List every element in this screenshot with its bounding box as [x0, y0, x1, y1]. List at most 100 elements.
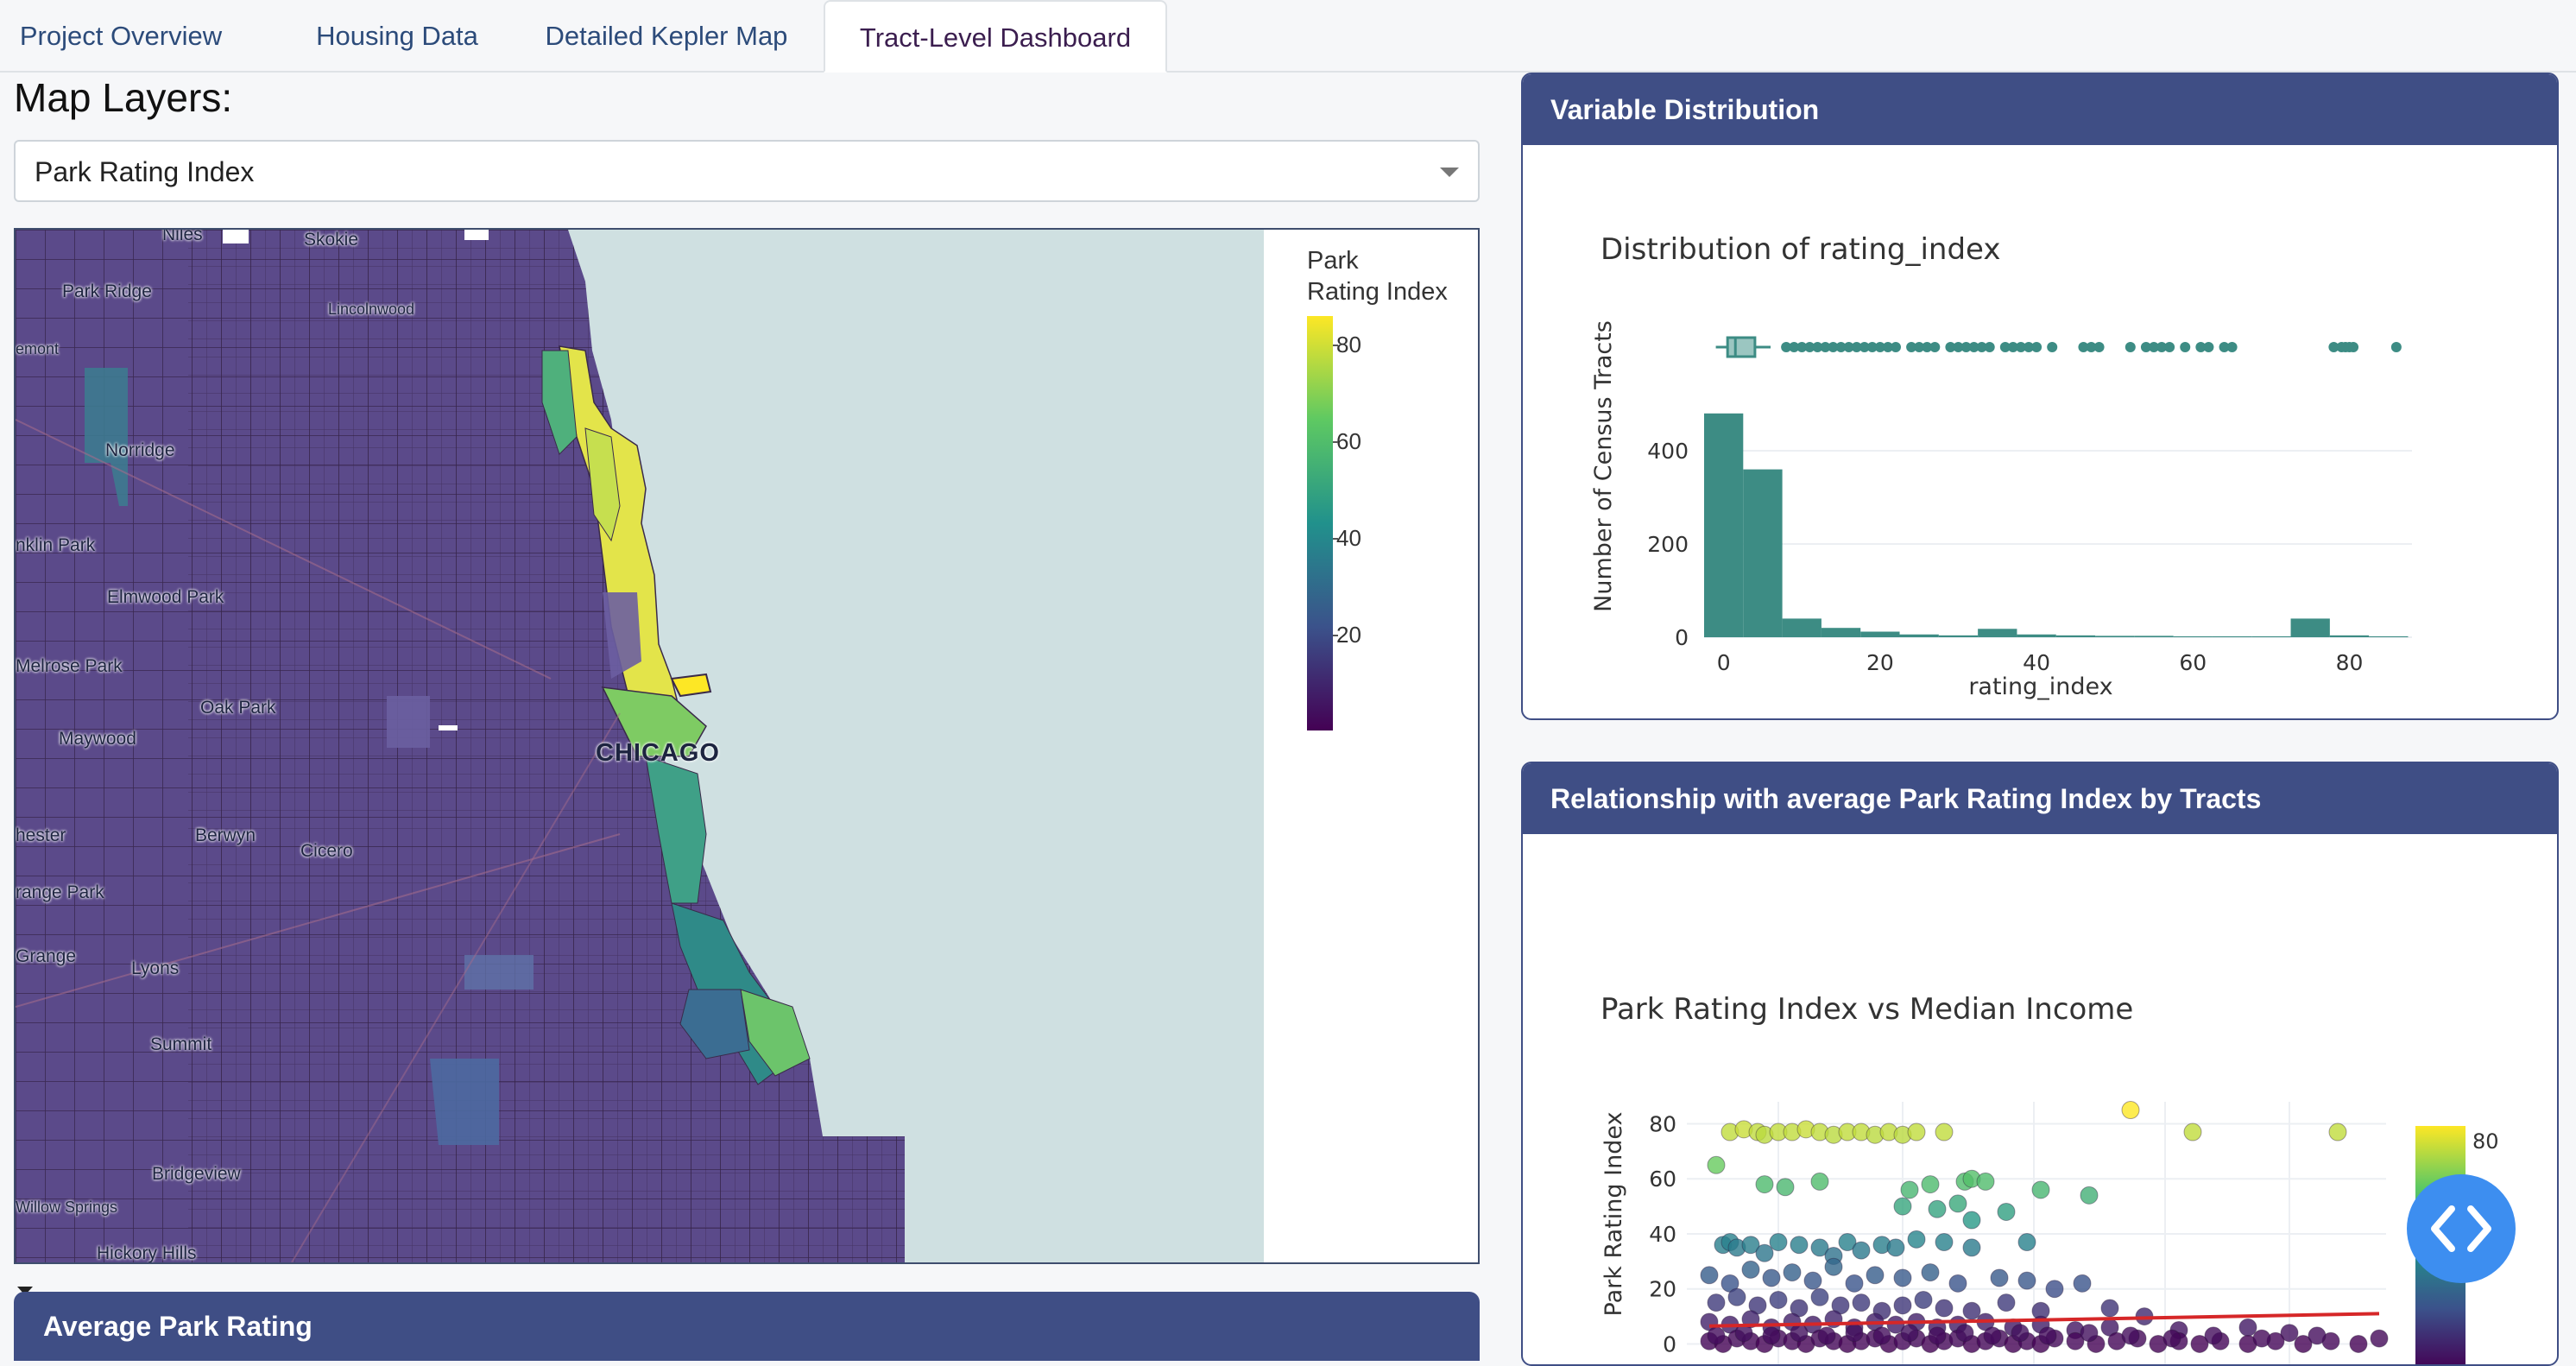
scatter-point[interactable] — [2031, 1180, 2050, 1199]
scatter-point[interactable] — [1928, 1326, 1947, 1345]
collapse-caret-icon[interactable] — [17, 1287, 33, 1295]
scatter-point[interactable] — [1783, 1263, 1802, 1282]
map-canvas[interactable] — [16, 230, 1264, 1262]
scatter-point[interactable] — [2100, 1299, 2119, 1318]
box-outlier-point[interactable] — [2007, 342, 2018, 352]
box-outlier-point[interactable] — [1968, 342, 1979, 352]
scatter-point[interactable] — [1921, 1263, 1940, 1282]
scatter-point[interactable] — [1900, 1180, 1919, 1199]
distribution-bar[interactable] — [2369, 636, 2409, 637]
scatter-point[interactable] — [2280, 1324, 2299, 1343]
distribution-bar[interactable] — [2055, 635, 2096, 637]
distribution-bar[interactable] — [1860, 631, 1900, 637]
scatter-point[interactable] — [1997, 1202, 2016, 1221]
box-outlier-point[interactable] — [2078, 342, 2089, 352]
scatter-point[interactable] — [1727, 1287, 1746, 1306]
scatter-chart[interactable]: Park Rating Index vs Median Income Park … — [1523, 834, 2557, 1366]
scatter-point[interactable] — [2349, 1334, 2368, 1353]
scatter-point[interactable] — [1845, 1324, 1864, 1343]
box-outlier-point[interactable] — [2086, 342, 2097, 352]
scatter-point[interactable] — [2204, 1326, 2223, 1345]
scatter-point[interactable] — [2080, 1324, 2099, 1343]
distribution-bar[interactable] — [2173, 636, 2213, 637]
box-iqr[interactable] — [1726, 336, 1757, 358]
scatter-point[interactable] — [1962, 1211, 1981, 1230]
scatter-point[interactable] — [2162, 1329, 2181, 1348]
box-outlier-point[interactable] — [2156, 342, 2168, 352]
box-outlier-point[interactable] — [1804, 342, 1815, 352]
scatter-point[interactable] — [1790, 1236, 1809, 1255]
tab-tract-level-dashboard[interactable]: Tract-Level Dashboard — [824, 0, 1167, 73]
scatter-point[interactable] — [1921, 1175, 1940, 1194]
scatter-point[interactable] — [1852, 1241, 1871, 1260]
scatter-point[interactable] — [1962, 1301, 1981, 1320]
scatter-point[interactable] — [1955, 1324, 1974, 1343]
box-outlier-point[interactable] — [2093, 342, 2105, 352]
box-outlier-point[interactable] — [2024, 342, 2035, 352]
distribution-bar[interactable] — [2134, 636, 2174, 637]
distribution-bar[interactable] — [2095, 636, 2135, 637]
scatter-point[interactable] — [2308, 1326, 2327, 1345]
box-outlier-point[interactable] — [2047, 342, 2058, 352]
box-outlier-point[interactable] — [1789, 342, 1800, 352]
box-outlier-point[interactable] — [1882, 342, 1893, 352]
scatter-point[interactable] — [1886, 1238, 1905, 1257]
scatter-point[interactable] — [1762, 1268, 1781, 1287]
box-outlier-point[interactable] — [1859, 342, 1870, 352]
scatter-point[interactable] — [1790, 1324, 1809, 1343]
scatter-point[interactable] — [1838, 1233, 1857, 1252]
scatter-point[interactable] — [1845, 1274, 1864, 1293]
scatter-point[interactable] — [1948, 1194, 1967, 1213]
map-layer-dropdown[interactable]: Park Rating Index — [14, 140, 1480, 202]
box-outlier-point[interactable] — [2219, 342, 2230, 352]
box-outlier-point[interactable] — [2390, 342, 2402, 352]
scatter-point[interactable] — [2121, 1326, 2140, 1345]
box-outlier-point[interactable] — [1866, 342, 1878, 352]
tab-housing-data[interactable]: Housing Data — [316, 21, 478, 51]
box-outlier-point[interactable] — [2180, 342, 2191, 352]
distribution-bar[interactable] — [2329, 635, 2370, 637]
scatter-point[interactable] — [2252, 1329, 2271, 1348]
distribution-bar[interactable] — [1704, 413, 1744, 637]
scatter-point[interactable] — [1886, 1315, 1905, 1334]
box-outlier-point[interactable] — [1960, 342, 1972, 352]
scatter-point[interactable] — [2121, 1101, 2140, 1120]
choropleth-map[interactable]: Niles Skokie Park Ridge Lincolnwood emon… — [14, 228, 1480, 1264]
box-outlier-point[interactable] — [2125, 342, 2136, 352]
scatter-point[interactable] — [1997, 1293, 2016, 1312]
distribution-bar[interactable] — [1938, 635, 1979, 637]
scatter-point[interactable] — [2045, 1280, 2064, 1299]
scatter-point[interactable] — [1935, 1123, 1954, 1141]
scatter-point[interactable] — [1824, 1257, 1843, 1276]
scatter-point[interactable] — [1962, 1238, 1981, 1257]
scatter-point[interactable] — [1707, 1155, 1726, 1174]
box-outlier-point[interactable] — [1953, 342, 1964, 352]
scatter-point[interactable] — [1707, 1293, 1726, 1312]
box-outlier-point[interactable] — [2031, 342, 2042, 352]
scatter-point[interactable] — [1852, 1293, 1871, 1312]
box-outlier-point[interactable] — [1843, 342, 1854, 352]
scatter-point[interactable] — [1803, 1271, 1822, 1290]
scatter-point[interactable] — [1976, 1172, 1995, 1191]
scatter-point[interactable] — [1755, 1175, 1774, 1194]
box-outlier-point[interactable] — [1851, 342, 1862, 352]
scatter-point[interactable] — [2183, 1123, 2202, 1141]
scatter-point[interactable] — [1700, 1266, 1719, 1285]
code-toggle-button[interactable] — [2407, 1174, 2516, 1283]
scatter-point[interactable] — [2238, 1318, 2257, 1337]
scatter-point[interactable] — [1900, 1324, 1919, 1343]
scatter-point[interactable] — [1893, 1296, 1912, 1315]
scatter-point[interactable] — [1907, 1123, 1926, 1141]
scatter-point[interactable] — [2080, 1186, 2099, 1205]
distribution-bar[interactable] — [2290, 618, 2330, 637]
box-outlier-point[interactable] — [2203, 342, 2214, 352]
scatter-point[interactable] — [1990, 1268, 2009, 1287]
distribution-bar[interactable] — [1782, 618, 1822, 637]
distribution-bar[interactable] — [2251, 636, 2291, 637]
box-outlier-point[interactable] — [1828, 342, 1839, 352]
scatter-point[interactable] — [2073, 1274, 2092, 1293]
scatter-point[interactable] — [2038, 1326, 2057, 1345]
scatter-point[interactable] — [1872, 1326, 1891, 1345]
box-outlier-point[interactable] — [1914, 342, 1925, 352]
scatter-point[interactable] — [2011, 1324, 2030, 1343]
